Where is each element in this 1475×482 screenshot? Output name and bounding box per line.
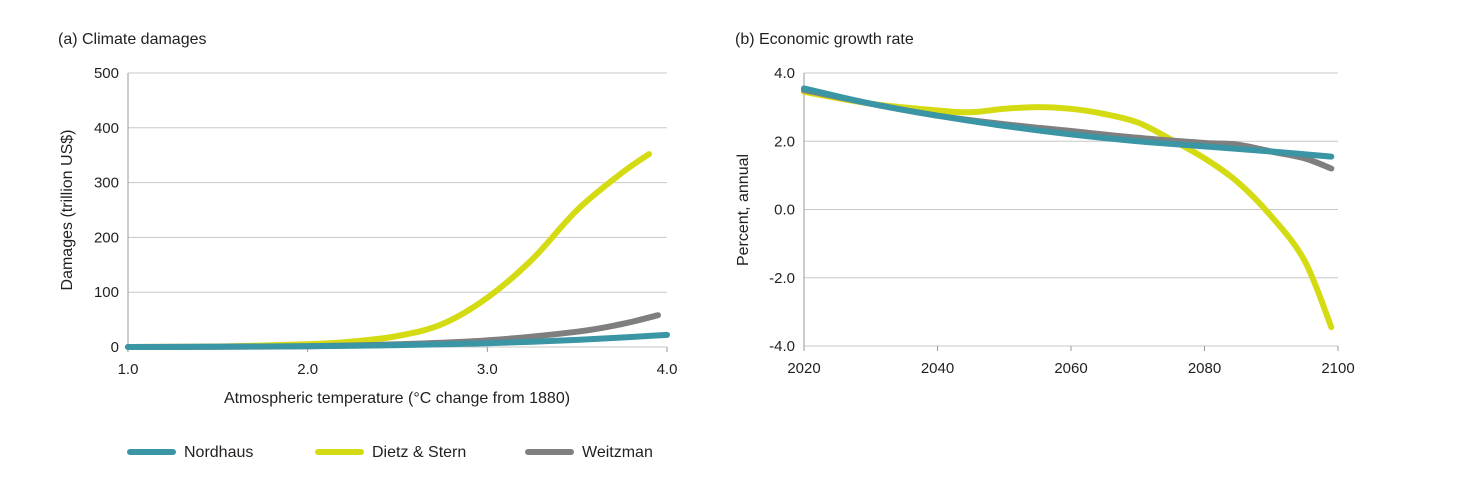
y-tick-label: 400 [94,120,119,137]
panel-a-title: (a) Climate damages [58,31,207,48]
y-tick-label: 0 [111,339,119,356]
x-tick-label: 2.0 [297,361,318,378]
y-tick-label: 300 [94,175,119,192]
x-tick-label: 2020 [787,360,820,377]
panel-a-x-axis-label: Atmospheric temperature (°C change from … [224,390,570,407]
y-tick-label: -2.0 [769,270,795,287]
x-tick-label: 2060 [1054,360,1087,377]
panel-growth-rate: (b) Economic growth rate 4.0 2.0 0.0 -2.0 -4… [735,31,1355,377]
series-line-nordhaus [801,85,1335,160]
legend-label-dietz-stern: Dietz & Stern [372,444,466,461]
x-tick-label: 2040 [921,360,954,377]
y-tick-label: 500 [94,65,119,82]
y-tick-label: 200 [94,229,119,246]
x-tick-label: 2080 [1188,360,1221,377]
y-tick-label: -4.0 [769,338,795,355]
x-tick-label: 3.0 [477,361,498,378]
y-tick-label: 0.0 [774,202,795,219]
legend-label-nordhaus: Nordhaus [184,444,253,461]
legend: Nordhaus Dietz & Stern Weitzman [127,444,653,461]
y-tick-label: 100 [94,284,119,301]
y-tick-label: 4.0 [774,65,795,82]
panel-climate-damages: (a) Climate damages 0 100 200 300 400 500 1.0… [58,31,677,407]
series-line-dietz-stern [801,88,1335,331]
panel-a-y-axis-label: Damages (trillion US$) [59,130,76,291]
legend-label-weitzman: Weitzman [582,444,653,461]
x-tick-label: 4.0 [657,361,678,378]
y-tick-label: 2.0 [774,133,795,150]
x-tick-label: 1.0 [118,361,139,378]
panel-b-title: (b) Economic growth rate [735,31,914,48]
series-line-weitzman [801,87,1335,172]
series-line-nordhaus [125,331,670,350]
panel-b-y-axis-label: Percent, annual [735,154,752,266]
x-tick-label: 2100 [1321,360,1354,377]
